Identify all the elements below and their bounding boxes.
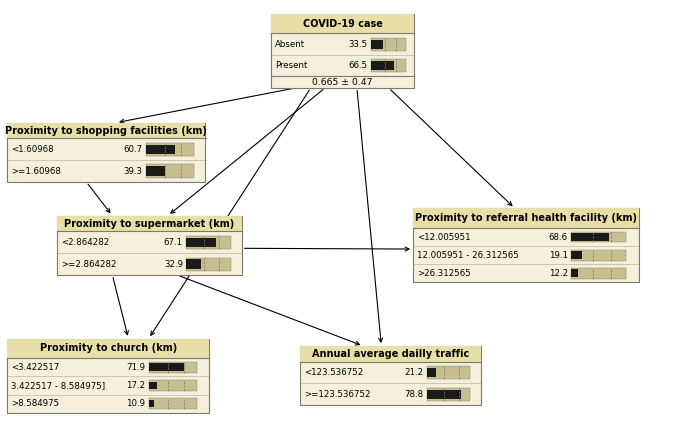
Text: Proximity to referral health facility (km): Proximity to referral health facility (k… xyxy=(415,213,637,223)
Text: Present: Present xyxy=(275,61,307,70)
Text: Proximity to supermarket (km): Proximity to supermarket (km) xyxy=(64,219,234,228)
Text: 10.9: 10.9 xyxy=(126,399,145,408)
Text: 68.6: 68.6 xyxy=(549,233,568,242)
Text: >26.312565: >26.312565 xyxy=(417,269,471,278)
Text: <1.60968: <1.60968 xyxy=(11,145,53,154)
Text: <3.422517: <3.422517 xyxy=(12,363,60,372)
Bar xyxy=(149,380,197,391)
Text: >8.584975: >8.584975 xyxy=(12,399,60,408)
Bar xyxy=(149,400,154,407)
Text: Absent: Absent xyxy=(275,40,305,49)
Bar xyxy=(427,390,461,399)
Bar xyxy=(571,251,582,259)
Bar xyxy=(146,145,175,154)
Bar xyxy=(571,233,608,241)
Text: 17.2: 17.2 xyxy=(126,381,145,390)
Bar xyxy=(271,14,414,33)
Text: 19.1: 19.1 xyxy=(549,251,568,260)
Bar xyxy=(186,236,231,249)
Bar xyxy=(371,61,395,70)
Bar xyxy=(57,216,242,275)
Bar xyxy=(146,166,164,176)
Text: <12.005951: <12.005951 xyxy=(417,233,471,242)
Bar xyxy=(571,250,625,261)
Bar xyxy=(413,209,639,228)
Bar xyxy=(186,259,201,269)
Bar xyxy=(8,338,209,413)
Text: 71.9: 71.9 xyxy=(126,363,145,372)
Bar xyxy=(186,238,216,247)
Text: 67.1: 67.1 xyxy=(164,238,183,247)
Bar xyxy=(149,363,184,371)
Bar xyxy=(57,216,242,231)
Bar xyxy=(146,143,194,156)
Bar xyxy=(427,368,436,377)
Text: COVID-19 case: COVID-19 case xyxy=(303,19,382,29)
Bar xyxy=(413,208,639,283)
Bar xyxy=(149,362,197,373)
Bar xyxy=(299,346,481,362)
Bar xyxy=(371,59,406,72)
Bar xyxy=(371,38,406,50)
Bar xyxy=(149,382,157,389)
Bar xyxy=(7,123,205,182)
Text: Annual average dailly traffic: Annual average dailly traffic xyxy=(312,349,469,359)
Text: 12.2: 12.2 xyxy=(549,269,568,278)
Text: 78.8: 78.8 xyxy=(404,390,423,399)
Text: 21.2: 21.2 xyxy=(404,368,423,377)
Text: >=123.536752: >=123.536752 xyxy=(303,390,371,399)
Text: 33.5: 33.5 xyxy=(349,40,368,49)
Text: 32.9: 32.9 xyxy=(164,260,183,269)
Text: >=1.60968: >=1.60968 xyxy=(11,167,61,176)
Text: <2.864282: <2.864282 xyxy=(61,238,109,247)
Bar xyxy=(371,40,383,49)
Bar xyxy=(571,231,625,242)
Text: 66.5: 66.5 xyxy=(349,61,368,70)
Text: 12.005951 - 26.312565: 12.005951 - 26.312565 xyxy=(417,251,519,260)
Text: 60.7: 60.7 xyxy=(123,145,142,154)
Bar xyxy=(149,398,197,409)
Bar xyxy=(571,268,625,279)
Text: Proximity to church (km): Proximity to church (km) xyxy=(40,343,177,354)
Bar xyxy=(8,338,209,358)
Text: Proximity to shopping facilities (km): Proximity to shopping facilities (km) xyxy=(5,126,207,135)
Text: <123.536752: <123.536752 xyxy=(303,368,363,377)
Bar xyxy=(146,165,194,178)
Bar xyxy=(571,269,578,277)
Text: 3.422517 - 8.584975]: 3.422517 - 8.584975] xyxy=(12,381,105,390)
Text: >=2.864282: >=2.864282 xyxy=(61,260,116,269)
Text: 39.3: 39.3 xyxy=(123,167,142,176)
Bar xyxy=(186,258,231,271)
Text: 0.665 ± 0.47: 0.665 ± 0.47 xyxy=(312,77,373,87)
Bar xyxy=(427,388,471,401)
Bar xyxy=(299,346,481,405)
Bar xyxy=(271,14,414,88)
Bar xyxy=(7,123,205,138)
Bar xyxy=(427,366,471,379)
